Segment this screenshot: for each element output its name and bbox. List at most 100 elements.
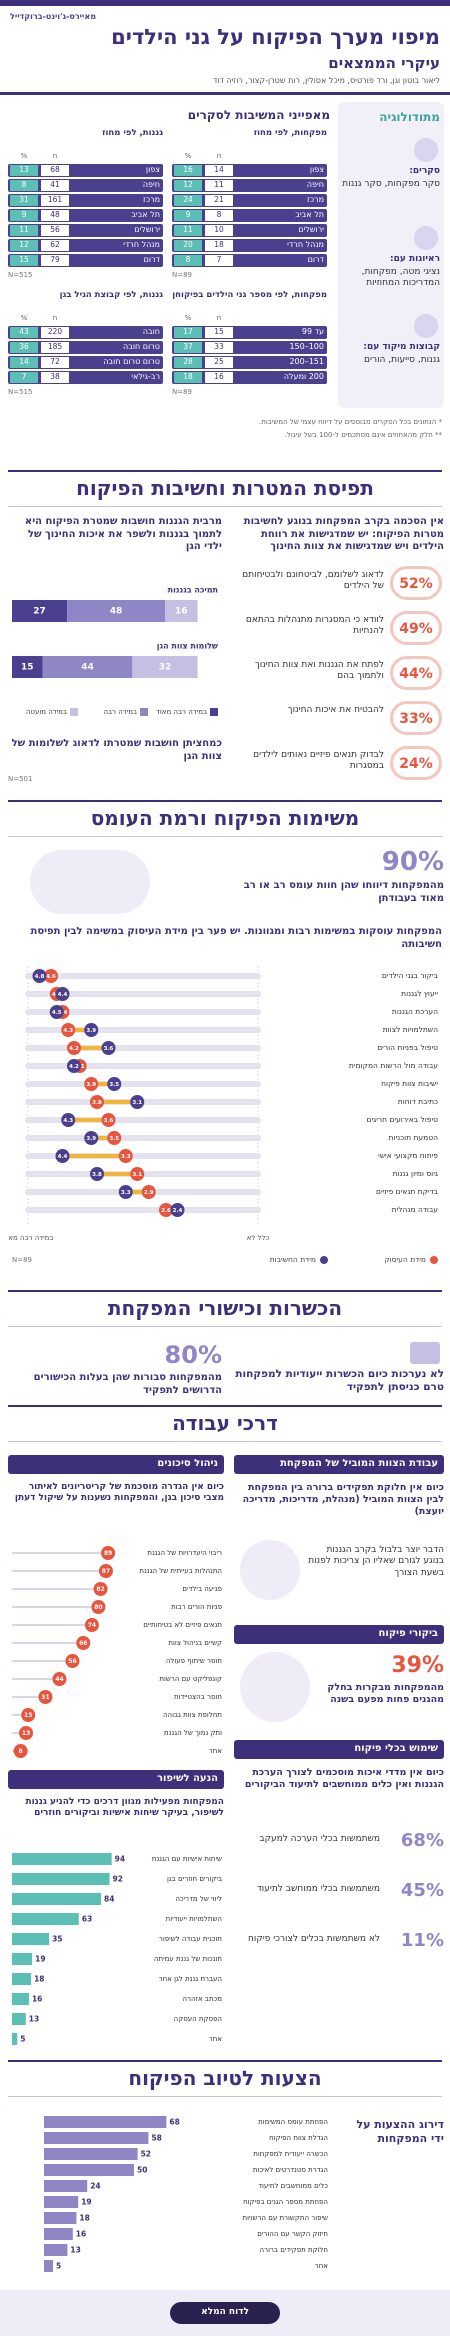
bar xyxy=(12,1973,32,1985)
section-title: דרכי עבודה xyxy=(172,1411,278,1435)
dot-label: 15 xyxy=(24,1712,32,1719)
dot xyxy=(84,1618,99,1632)
dot-label: 4.2 xyxy=(69,1046,79,1052)
dot-label: 3.3 xyxy=(121,1190,131,1196)
cell-n: 161 xyxy=(41,195,69,206)
dot xyxy=(93,1582,108,1596)
tools-value: 45% xyxy=(400,1880,444,1901)
workload-value: 90% xyxy=(381,847,444,877)
dot-label: 66 xyxy=(79,1640,87,1647)
dot-label: 56 xyxy=(68,1658,76,1665)
dot-label: 89 xyxy=(104,1550,112,1557)
cell-pct: 31 xyxy=(10,195,38,206)
cell-pct: 9 xyxy=(10,210,38,221)
bar-category: תמיכה בגננות xyxy=(168,586,218,595)
row-label: תל אביב xyxy=(131,210,160,219)
section-rule xyxy=(8,506,442,507)
dot-label: 4.4 xyxy=(58,992,68,998)
tools-stat-text: משתמשות בכלי הערכה למעקב xyxy=(259,1834,380,1844)
visits-illustration xyxy=(240,1652,310,1722)
team-text2: הדבר יוצר בלבול בקרב הגננות בנוגע לגורם … xyxy=(308,1545,444,1578)
row-label: חיפה xyxy=(306,180,324,189)
task-label: הערכת הגננות xyxy=(392,1007,438,1016)
table-title: מפקחות, לפי מחוז xyxy=(253,128,327,138)
logo: מאיירס-ג'וינט-ברוקדייל xyxy=(10,12,96,21)
cell-n: 56 xyxy=(41,225,69,236)
subheading: ביקורי פיקוח xyxy=(234,1625,444,1644)
goals-chart: תמיכה בגננות 27 48 16 שלומות צוות הגן 15 44 32 ב… xyxy=(12,586,218,716)
goals-teach-intro: מרבית הגננות חושבות שמטרת הפיקוח היא לתמ… xyxy=(24,516,222,552)
cell-pct: 12 xyxy=(10,240,38,251)
section-title: הצעות לטיוב הפיקוח xyxy=(128,2066,322,2090)
bar-value: 5 xyxy=(56,2262,61,2271)
dot xyxy=(38,1690,53,1704)
section-rule xyxy=(8,2096,442,2097)
bar xyxy=(12,1913,79,1925)
cell-n: 18 xyxy=(205,240,233,251)
legend-swatch xyxy=(320,1256,328,1264)
dot xyxy=(118,1185,133,1199)
column-header: % xyxy=(184,314,192,322)
cell-n: 38 xyxy=(41,372,69,383)
task-label: טיפול בפניות הורים xyxy=(377,1043,438,1052)
cell-pct: 12 xyxy=(174,180,202,191)
section-rule xyxy=(8,1326,442,1327)
row-label: צפון xyxy=(145,165,160,174)
bar-category: אחר xyxy=(315,2262,329,2270)
dot xyxy=(32,969,47,983)
dot-label: 4.4 xyxy=(58,1154,68,1160)
cell-pct: 24 xyxy=(174,195,202,206)
column-header: n xyxy=(52,152,58,160)
subheading: הנעה לשיפור xyxy=(8,1770,224,1789)
bar xyxy=(12,1873,110,1885)
task-label: השתלמויות לצוות xyxy=(383,1025,438,1034)
cell-n: 33 xyxy=(205,342,233,353)
column-header: n xyxy=(216,314,222,322)
dot xyxy=(101,1546,116,1560)
row-label: חיפה xyxy=(142,180,160,189)
cell-n: 62 xyxy=(41,240,69,251)
subheading: עבודת הצוות המוביל של המפקחת xyxy=(234,1455,444,1474)
dot xyxy=(19,1726,34,1740)
dot-label: 4.3 xyxy=(63,1118,73,1124)
cell-pct: 14 xyxy=(10,357,38,368)
goal-text: לוודא כי המסגרות מתנהלות בהתאם להנחיות xyxy=(245,615,384,637)
bar-category: הגדלת צוות הפיקוח xyxy=(269,2134,328,2142)
footnote: * הנתונים בכל הסקרים מבוססים על דיווח עצ… xyxy=(259,418,442,426)
cell-pct: 8 xyxy=(10,180,38,191)
task-label: טיפול באירועים חריגים xyxy=(366,1115,438,1124)
legend-label: במידה רבה מאוד xyxy=(156,708,207,716)
bar-category: חוסר בהצטיידות xyxy=(174,1693,222,1701)
report-button[interactable]: לדוח המלא xyxy=(170,2302,280,2324)
column-header: % xyxy=(184,152,192,160)
dot xyxy=(130,1095,145,1109)
dot xyxy=(141,1185,156,1199)
dot-label: 3.5 xyxy=(109,1136,119,1142)
bar-category: פגיעה בילדים xyxy=(182,1585,222,1593)
goals-sup-intro: אין הסכמה בקרב המפקחות בנוגע לחשיבות מטר… xyxy=(243,516,444,552)
task-label: בדיקת תנאים פיזיים xyxy=(376,1187,439,1196)
task-label: ישיבות צוות פיקוח xyxy=(381,1079,438,1088)
bar xyxy=(44,2180,88,2192)
bar-category: תוכנית עבודה לשיפור xyxy=(159,1935,222,1943)
bar xyxy=(44,2148,138,2160)
cell-n: 68 xyxy=(41,165,69,176)
bar xyxy=(12,2033,18,2045)
bar-category: ביקורים חוזרים בגן xyxy=(167,1875,222,1883)
row-label: צפון xyxy=(309,165,324,174)
dot-label: 4.8 xyxy=(35,974,45,980)
row-label: 100–150 xyxy=(289,342,324,351)
section-rule xyxy=(8,470,442,472)
cell-pct: 8 xyxy=(174,255,202,266)
method-label: קבוצות מיקוד עם: xyxy=(363,342,440,352)
section-rule xyxy=(8,2060,442,2062)
bar-category: ליווי של מדריכה xyxy=(175,1895,222,1903)
method-text: נציגי מטה, מפקחות, המדריכות המחוזיות xyxy=(361,267,440,289)
cell-n: 79 xyxy=(41,255,69,266)
workload-chart: כלל לא במידה רבה מאוד ביקור בגני הילדים 4.6… xyxy=(8,966,439,1264)
column-header: % xyxy=(20,152,28,160)
bar-value: 13 xyxy=(29,2015,39,2024)
dot xyxy=(61,1023,76,1037)
bar-value: 16 xyxy=(32,1995,42,2004)
table-note: N=89 xyxy=(172,271,193,279)
